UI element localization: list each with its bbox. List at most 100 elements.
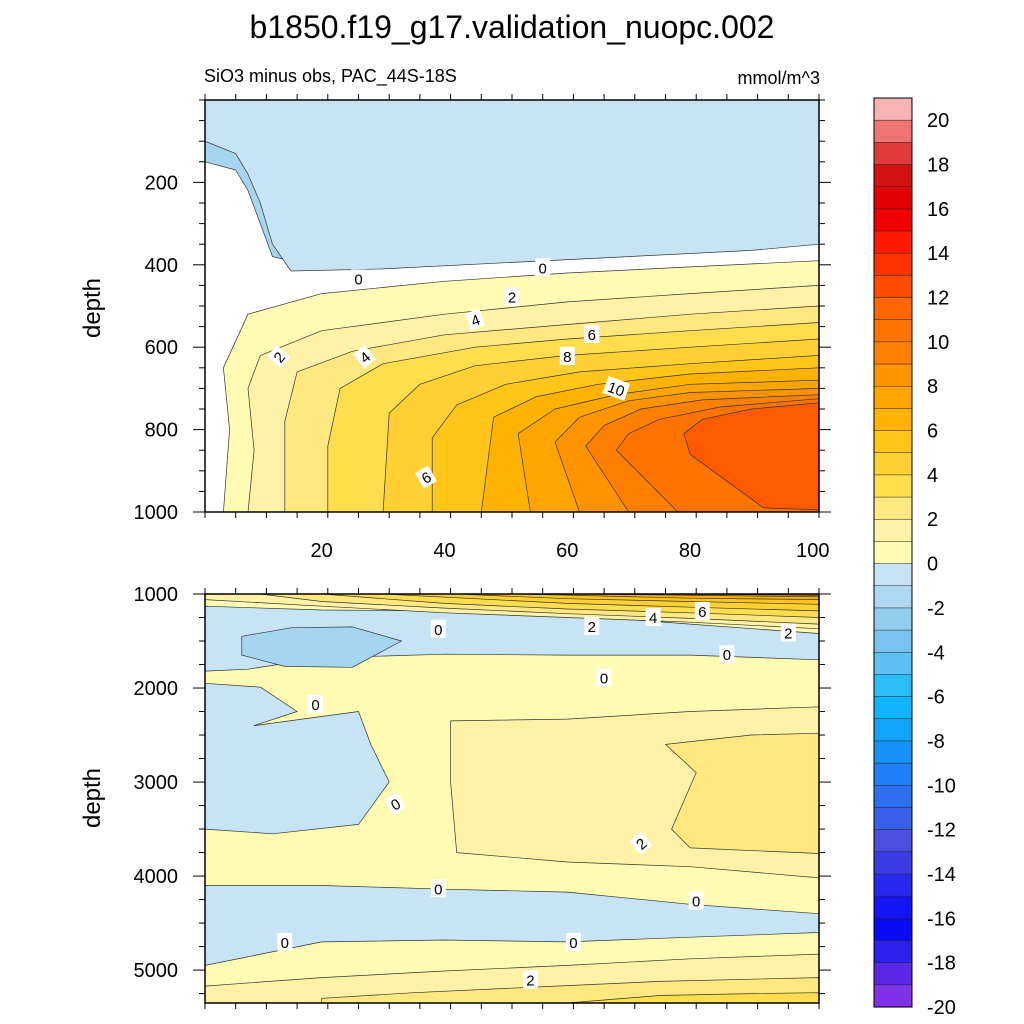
x-tick-label: 100: [796, 540, 829, 562]
contour-label-upper-1: 0: [535, 258, 551, 277]
contour-label-lower-11: 0: [688, 891, 704, 911]
colorbar-label: 4: [927, 465, 938, 487]
colorbar-swatch: [873, 408, 913, 432]
colorbar-label: 8: [927, 376, 938, 398]
contour-label-lower-12: 0: [277, 932, 293, 952]
colorbar-swatch: [873, 895, 913, 919]
colorbar-swatch: [873, 873, 913, 897]
colorbar-swatch: [873, 341, 913, 365]
colorbar-swatch: [873, 186, 913, 210]
svg-text:0: 0: [569, 935, 577, 952]
panel-subtitle: SiO3 minus obs, PAC_44S-18S: [204, 66, 457, 87]
colorbar-swatch: [873, 208, 913, 232]
contour-band-lower-3: [205, 682, 390, 835]
svg-text:0: 0: [539, 260, 547, 277]
colorbar-label: 0: [927, 554, 938, 576]
colorbar-swatch: [873, 785, 913, 809]
contour-band-lower-6: [665, 732, 819, 854]
contour-label-lower-10: 0: [430, 879, 446, 898]
contour-band-lower-2: [241, 626, 402, 668]
svg-text:0: 0: [600, 671, 608, 688]
colorbar-label: 18: [927, 155, 949, 177]
contour-label-upper-4: 6: [584, 325, 600, 344]
colorbar-swatch: [873, 275, 913, 299]
colorbar-label: -20: [927, 997, 956, 1019]
svg-text:6: 6: [588, 327, 596, 344]
contour-band-upper-13: [683, 402, 819, 511]
colorbar-swatch: [873, 541, 913, 565]
colorbar-swatch: [873, 851, 913, 875]
colorbar-label: 16: [927, 199, 949, 221]
y-tick-label-lower: 1000: [134, 584, 179, 606]
y-tick-label-upper: 800: [145, 420, 178, 442]
svg-text:2: 2: [508, 290, 516, 307]
colorbar-swatch: [873, 518, 913, 542]
svg-text:0: 0: [354, 271, 362, 288]
contour-label-upper-6: 10: [602, 376, 631, 401]
colorbar-swatch: [873, 119, 913, 143]
contour-label-lower-0: 0: [430, 619, 446, 639]
svg-text:0: 0: [434, 881, 442, 898]
colorbar-swatch: [873, 164, 913, 188]
colorbar-label: 10: [927, 332, 949, 354]
colorbar-swatch: [873, 740, 913, 764]
lower-plot-area: 0 2 4 6 2 0 0 0 0 2 0 0 0 0 2: [205, 594, 819, 1003]
contour-band-upper-1: [205, 100, 819, 272]
colorbar-label: 14: [927, 243, 949, 265]
colorbar-label: -16: [927, 908, 956, 930]
contour-label-lower-1: 2: [584, 617, 600, 636]
contour-band-lower-9: [566, 992, 819, 1003]
colorbar-swatch: [873, 962, 913, 986]
contour-label-lower-7: 0: [308, 695, 323, 714]
colorbar-swatch: [873, 430, 913, 454]
contour-label-lower-3: 6: [694, 601, 710, 621]
contour-label-lower-2: 4: [645, 608, 661, 627]
contour-label-lower-8: 0: [384, 792, 407, 816]
contour-label-lower-6: 0: [596, 668, 612, 688]
colorbar: 20181614121086420-2-4-6-8-10-12-14-16-18…: [873, 97, 956, 1019]
colorbar-swatch: [873, 918, 913, 942]
svg-text:0: 0: [281, 935, 289, 952]
colorbar-label: 6: [927, 421, 938, 443]
colorbar-label: -10: [927, 775, 956, 797]
colorbar-label: -18: [927, 953, 956, 975]
colorbar-swatch: [873, 563, 913, 587]
colorbar-swatch: [873, 385, 913, 409]
colorbar-label: -14: [927, 864, 956, 886]
contour-label-lower-13: 0: [565, 932, 581, 952]
colorbar-swatch: [873, 607, 913, 631]
colorbar-swatch: [873, 762, 913, 786]
colorbar-swatch: [873, 696, 913, 720]
contour-label-lower-4: 2: [780, 623, 796, 643]
upper-panel: SiO3 minus obs, PAC_44S-18S mmol/m^3 0 0 2…: [79, 66, 831, 562]
contour-label-upper-3: 4: [465, 308, 486, 331]
svg-text:0: 0: [723, 647, 731, 664]
colorbar-swatch: [873, 652, 913, 675]
x-tick-label: 60: [556, 540, 578, 562]
contour-label-lower-5: 0: [719, 645, 735, 664]
svg-text:10: 10: [605, 379, 626, 401]
colorbar-swatch: [873, 230, 913, 254]
colorbar-swatch: [873, 674, 913, 698]
colorbar-label: -8: [927, 731, 945, 753]
colorbar-swatch: [873, 496, 913, 520]
colorbar-swatch: [873, 829, 913, 853]
svg-text:2: 2: [588, 619, 596, 636]
upper-y-axis-label: depth: [79, 278, 106, 338]
svg-text:4: 4: [649, 610, 657, 627]
svg-text:0: 0: [434, 622, 442, 639]
svg-text:8: 8: [563, 349, 571, 366]
figure-title: b1850.f19_g17.validation_nuopc.002: [250, 9, 775, 45]
contour-label-upper-8: 4: [353, 344, 377, 369]
y-tick-label-upper: 400: [145, 255, 178, 277]
svg-text:2: 2: [784, 626, 792, 643]
lower-y-axis-label: depth: [79, 768, 106, 828]
colorbar-swatch: [873, 585, 913, 609]
colorbar-label: 12: [927, 288, 949, 310]
y-tick-label-upper: 600: [145, 337, 178, 359]
